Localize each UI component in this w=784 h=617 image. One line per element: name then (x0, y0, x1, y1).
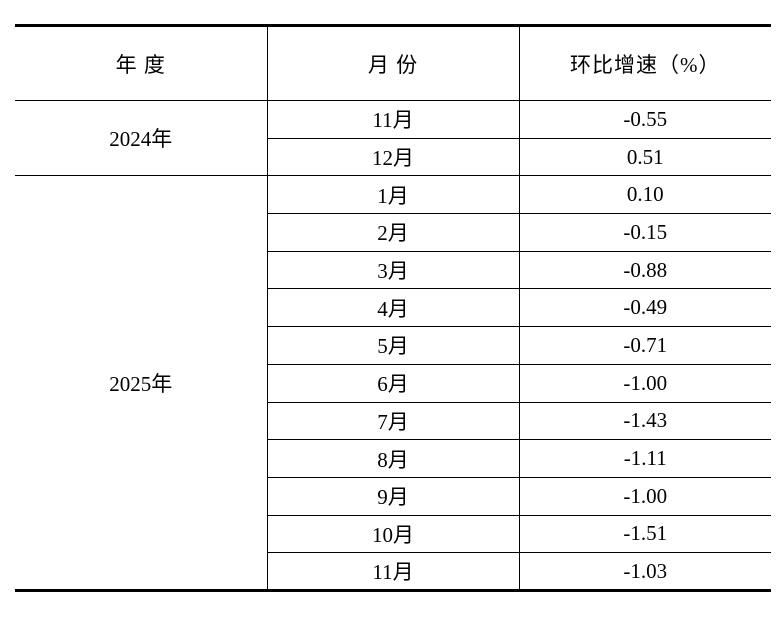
month-cell: 2月 (267, 213, 520, 252)
value-cell: 0.10 (518, 175, 771, 215)
value-cell: -1.51 (518, 514, 771, 554)
month-cell: 11月 (266, 100, 520, 139)
value-cell: -1.11 (518, 439, 771, 478)
table-row: 2月 -0.15 (15, 213, 771, 252)
value-cell: 0.51 (518, 137, 771, 177)
month-cell: 11月 (267, 552, 520, 592)
value-cell: -0.55 (518, 100, 771, 139)
month-cell: 9月 (267, 476, 520, 516)
header-cell: 月 份 (266, 24, 520, 101)
month-cell: 7月 (267, 401, 520, 441)
table-row: 6月 -1.00 (15, 363, 771, 403)
year-cell: 2024年 (15, 99, 268, 177)
table-header: 年 度 月 份 环比增速（%） (15, 24, 771, 101)
table-row: 12月 0.51 (15, 137, 771, 177)
table-row: 11月 -1.03 (15, 552, 771, 592)
table-row: 10月 -1.51 (15, 514, 771, 554)
table-body: 2024年 11月 -0.55 12月 0.51 2025年 1月 0.10 2月 -0.15 3月… (15, 99, 771, 592)
header-cell: 环比增速（%） (518, 24, 771, 101)
header-row: 年 度 月 份 环比增速（%） (15, 24, 771, 101)
table-row: 8月 -1.11 (15, 439, 771, 478)
table-row: 2025年 1月 0.10 (15, 175, 771, 592)
table-row: 9月 -1.00 (15, 476, 771, 516)
value-cell: -0.88 (518, 250, 771, 290)
month-cell: 10月 (267, 514, 520, 554)
value-cell: -1.43 (518, 401, 771, 441)
month-cell: 12月 (267, 137, 520, 177)
value-cell: -0.49 (518, 288, 771, 328)
value-cell: -1.03 (518, 552, 771, 592)
value-cell: -0.71 (518, 326, 771, 365)
month-cell: 1月 (266, 175, 520, 215)
table-row: 5月 -0.71 (15, 326, 771, 365)
value-cell: -1.00 (518, 476, 771, 516)
table-row: 2024年 11月 -0.55 (15, 99, 771, 177)
month-cell: 8月 (267, 439, 520, 478)
value-cell: -1.00 (518, 363, 771, 403)
month-cell: 5月 (267, 326, 520, 365)
header-cell: 年 度 (15, 24, 268, 101)
table-row: 7月 -1.43 (15, 401, 771, 441)
table-row: 4月 -0.49 (15, 288, 771, 328)
month-cell: 6月 (267, 363, 520, 403)
month-cell: 4月 (267, 288, 520, 328)
table-container: 年 度 月 份 环比增速（%） 2024年 11月 -0.55 12月 0.51 2025… (15, 24, 771, 592)
value-cell: -0.15 (518, 213, 771, 252)
year-cell: 2025年 (15, 175, 268, 592)
data-table: 年 度 月 份 环比增速（%） 2024年 11月 -0.55 12月 0.51 2025… (15, 24, 771, 592)
month-cell: 3月 (267, 250, 520, 290)
